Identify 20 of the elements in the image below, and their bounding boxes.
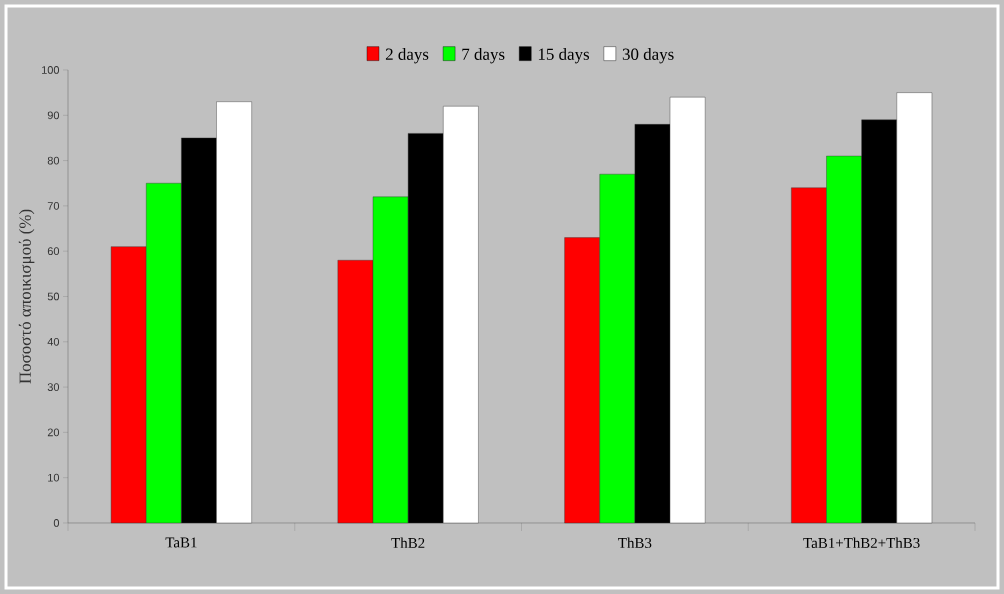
y-tick-label: 100 [42, 66, 60, 74]
y-tick-label: 20 [47, 428, 60, 437]
legend-label: 7 days [462, 48, 505, 64]
y-tick-label: 80 [47, 156, 60, 165]
y-axis-title: Ποσοστό αποικισμού (%) [18, 209, 35, 384]
y-tick-label: 50 [47, 292, 60, 301]
x-tick-label: ThB3 [618, 537, 652, 549]
x-tick-label: TaB1 [165, 537, 197, 548]
y-tick-label: 90 [47, 111, 60, 120]
y-tick-label: 0 [53, 519, 60, 527]
y-tick-label: 10 [48, 473, 60, 482]
x-tick-label: TaB1+ThB2+ThB3 [803, 537, 920, 549]
y-tick-label: 60 [47, 247, 60, 256]
legend-label: 30 days [622, 48, 674, 64]
legend-label: 15 days [538, 48, 590, 64]
y-tick-label: 40 [47, 337, 60, 346]
legend-label: 2 days [385, 48, 429, 64]
x-tick-label: ThB2 [391, 537, 425, 548]
y-tick-label: 70 [47, 202, 60, 210]
y-tick-label: 30 [47, 383, 60, 391]
